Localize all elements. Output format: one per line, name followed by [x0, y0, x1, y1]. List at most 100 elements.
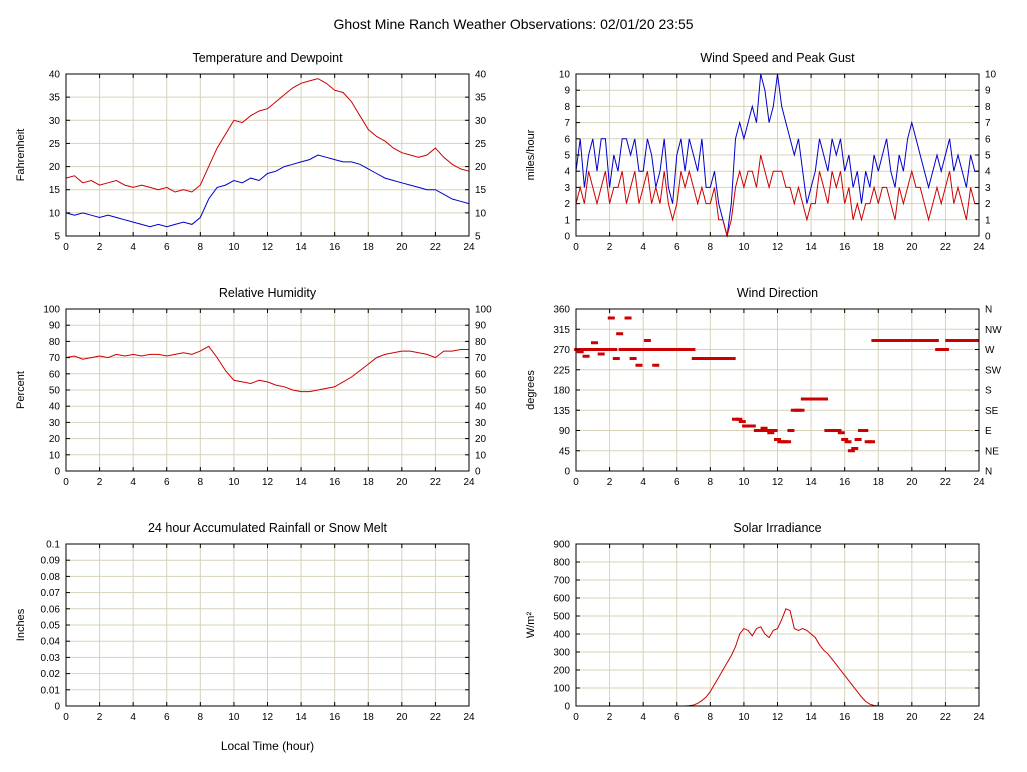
- svg-text:25: 25: [49, 139, 61, 150]
- svg-text:SW: SW: [985, 365, 1002, 376]
- svg-text:Relative Humidity: Relative Humidity: [219, 286, 317, 300]
- svg-text:900: 900: [553, 540, 570, 551]
- svg-text:14: 14: [296, 477, 308, 488]
- svg-text:Fahrenheit: Fahrenheit: [15, 129, 27, 182]
- chart-solar-irradiance: 0 2 4 6 8 10 12 14 16 18 20 22 24 0 100 200 300 400 500 600…: [518, 514, 1019, 767]
- svg-text:0.05: 0.05: [41, 621, 61, 632]
- svg-text:24 hour Accumulated Rainfall o: 24 hour Accumulated Rainfall or Snow Mel…: [148, 521, 388, 535]
- svg-text:200: 200: [553, 666, 570, 677]
- svg-text:10: 10: [228, 712, 240, 723]
- svg-text:14: 14: [296, 242, 308, 253]
- svg-text:80: 80: [475, 337, 487, 348]
- svg-text:0: 0: [573, 242, 579, 253]
- chart-svg-wind: 0 2 4 6 8 10 12 14 16 18 20 22 240 01 12 23 34 45 56 67 78 89…: [525, 51, 997, 253]
- svg-text:0: 0: [54, 467, 60, 478]
- chart-relative-humidity: 0 2 4 6 8 10 12 14 16 18 20 22 24 0 0 10 10 20 20 30 30 40 40 5…: [8, 279, 509, 510]
- chart-svg-solar: 0 2 4 6 8 10 12 14 16 18 20 22 240100200300400500600…: [525, 521, 985, 723]
- svg-text:W: W: [985, 345, 995, 356]
- svg-text:0.09: 0.09: [41, 556, 61, 567]
- svg-text:24: 24: [973, 242, 985, 253]
- svg-text:7: 7: [564, 118, 570, 129]
- svg-text:18: 18: [873, 242, 885, 253]
- svg-text:6: 6: [674, 477, 680, 488]
- svg-text:W/m²: W/m²: [525, 612, 537, 639]
- svg-text:22: 22: [940, 242, 952, 253]
- svg-text:90: 90: [49, 321, 61, 332]
- svg-text:0: 0: [63, 712, 69, 723]
- svg-text:20: 20: [906, 712, 918, 723]
- svg-text:16: 16: [329, 712, 341, 723]
- svg-text:0: 0: [63, 242, 69, 253]
- svg-text:SE: SE: [985, 406, 999, 417]
- svg-text:600: 600: [553, 594, 570, 605]
- svg-text:50: 50: [49, 386, 61, 397]
- svg-text:10: 10: [475, 450, 487, 461]
- svg-text:miles/hour: miles/hour: [525, 129, 537, 180]
- svg-text:NW: NW: [985, 325, 1002, 336]
- svg-text:24: 24: [973, 477, 985, 488]
- svg-text:4: 4: [564, 167, 570, 178]
- svg-text:18: 18: [873, 712, 885, 723]
- svg-text:16: 16: [329, 477, 341, 488]
- svg-text:Wind Direction: Wind Direction: [737, 286, 818, 300]
- svg-text:20: 20: [906, 242, 918, 253]
- svg-text:10: 10: [738, 477, 750, 488]
- svg-text:4: 4: [130, 242, 136, 253]
- svg-text:18: 18: [363, 477, 375, 488]
- svg-text:25: 25: [475, 139, 487, 150]
- svg-text:6: 6: [674, 712, 680, 723]
- svg-text:N: N: [985, 467, 992, 478]
- svg-text:30: 30: [475, 116, 487, 127]
- svg-text:70: 70: [475, 353, 487, 364]
- svg-text:22: 22: [940, 477, 952, 488]
- svg-text:0: 0: [564, 702, 570, 713]
- svg-text:40: 40: [475, 70, 487, 81]
- svg-text:180: 180: [553, 386, 570, 397]
- svg-text:315: 315: [553, 325, 570, 336]
- svg-text:100: 100: [553, 684, 570, 695]
- svg-text:4: 4: [640, 477, 646, 488]
- svg-text:Temperature and Dewpoint: Temperature and Dewpoint: [192, 51, 343, 65]
- svg-text:16: 16: [839, 712, 851, 723]
- svg-text:12: 12: [772, 242, 784, 253]
- chart-svg-rain: 0 2 4 6 8 10 12 14 16 18 20 22 2400.010.020.030.040.…: [15, 521, 475, 753]
- svg-text:10: 10: [49, 208, 61, 219]
- chart-temperature-dewpoint: 0 2 4 6 8 10 12 14 16 18 20 22 24 5 5 10 10 15 15 20 20 25 25 3…: [8, 44, 509, 275]
- svg-text:5: 5: [564, 151, 570, 162]
- svg-text:2: 2: [607, 712, 613, 723]
- svg-text:50: 50: [475, 386, 487, 397]
- svg-text:0: 0: [475, 467, 481, 478]
- svg-text:8: 8: [708, 477, 714, 488]
- svg-text:3: 3: [564, 183, 570, 194]
- svg-text:100: 100: [475, 305, 492, 316]
- svg-text:7: 7: [985, 118, 991, 129]
- svg-text:N: N: [985, 305, 992, 316]
- svg-text:4: 4: [985, 167, 991, 178]
- svg-text:10: 10: [559, 70, 571, 81]
- svg-text:8: 8: [198, 712, 204, 723]
- svg-text:14: 14: [806, 477, 818, 488]
- svg-text:30: 30: [49, 116, 61, 127]
- svg-text:18: 18: [363, 712, 375, 723]
- svg-text:10: 10: [475, 208, 487, 219]
- svg-text:60: 60: [49, 369, 61, 380]
- svg-text:225: 225: [553, 365, 570, 376]
- svg-text:40: 40: [475, 402, 487, 413]
- svg-text:Wind Speed and Peak Gust: Wind Speed and Peak Gust: [700, 51, 855, 65]
- svg-text:2: 2: [985, 199, 991, 210]
- svg-text:8: 8: [708, 712, 714, 723]
- svg-text:6: 6: [164, 712, 170, 723]
- svg-text:20: 20: [396, 712, 408, 723]
- svg-text:4: 4: [130, 712, 136, 723]
- svg-text:8: 8: [564, 102, 570, 113]
- svg-text:2: 2: [97, 477, 103, 488]
- svg-text:45: 45: [559, 446, 571, 457]
- svg-text:30: 30: [475, 418, 487, 429]
- svg-text:12: 12: [262, 712, 274, 723]
- svg-text:300: 300: [553, 648, 570, 659]
- svg-text:Inches: Inches: [15, 608, 27, 641]
- svg-text:Percent: Percent: [15, 371, 27, 409]
- svg-text:5: 5: [54, 232, 60, 243]
